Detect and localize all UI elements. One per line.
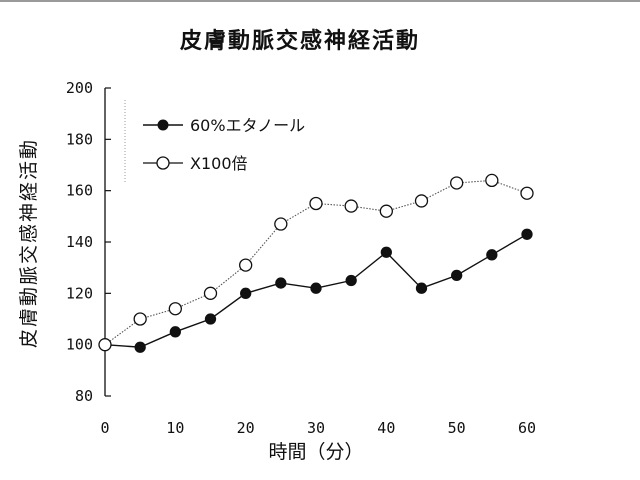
data-point-ethanol [240,287,252,299]
chart-title: 皮膚動脈交感神経活動 [180,28,420,54]
data-point-x100 [450,176,464,190]
x-tick-label: 60 [518,419,536,437]
data-point-x100 [274,217,288,231]
x-axis-label: 時間（分） [268,441,363,463]
data-point-x100 [485,173,499,188]
y-tick-label: 200 [66,79,93,97]
data-point-x100 [133,312,147,326]
data-point-x100 [520,186,534,200]
data-point-ethanol [415,282,428,294]
y-tick-label: 180 [66,130,93,148]
data-point-ethanol [275,277,287,289]
data-point-x100 [344,199,358,213]
data-point-x100 [414,194,429,208]
data-point-ethanol [451,269,463,282]
y-tick-label: 140 [66,233,93,251]
x-tick-label: 10 [166,419,184,437]
data-point-ethanol [521,228,533,240]
legend-marker-x100 [156,156,170,170]
series-points [98,173,534,353]
data-point-ethanol [345,274,357,287]
data-point-ethanol [380,246,392,258]
data-point-x100 [309,196,323,211]
y-tick-label: 160 [66,182,93,200]
x-tick-label: 20 [237,419,255,437]
data-point-x100 [203,286,218,300]
x-tick-label: 30 [307,419,325,437]
data-point-x100 [98,338,112,352]
data-point-ethanol [169,326,181,338]
x-axis-ticks: 0 10 20 30 40 50 60 [100,419,536,437]
data-point-ethanol [310,282,322,294]
data-point-ethanol [204,313,217,325]
legend: 60%エタノール X100倍 [124,100,305,182]
x-tick-label: 40 [377,419,395,437]
y-axis-label: 皮膚動脈交感神経活動 [18,138,40,348]
y-tick-label: 100 [66,336,93,354]
y-tick-label: 80 [75,387,93,405]
data-point-x100 [168,302,182,316]
x-tick-label: 50 [448,419,466,437]
legend-label-x100: X100倍 [190,154,248,173]
legend-marker-ethanol [157,119,169,131]
data-point-x100 [379,204,393,218]
legend-label-ethanol: 60%エタノール [190,116,305,135]
y-axis-ticks: 80 100 120 140 160 180 200 [66,79,111,405]
data-point-ethanol [134,341,146,353]
data-point-x100 [239,258,253,272]
data-point-ethanol [486,249,498,261]
y-tick-label: 120 [66,284,93,302]
top-border [0,0,640,2]
x-tick-label: 0 [100,419,109,437]
